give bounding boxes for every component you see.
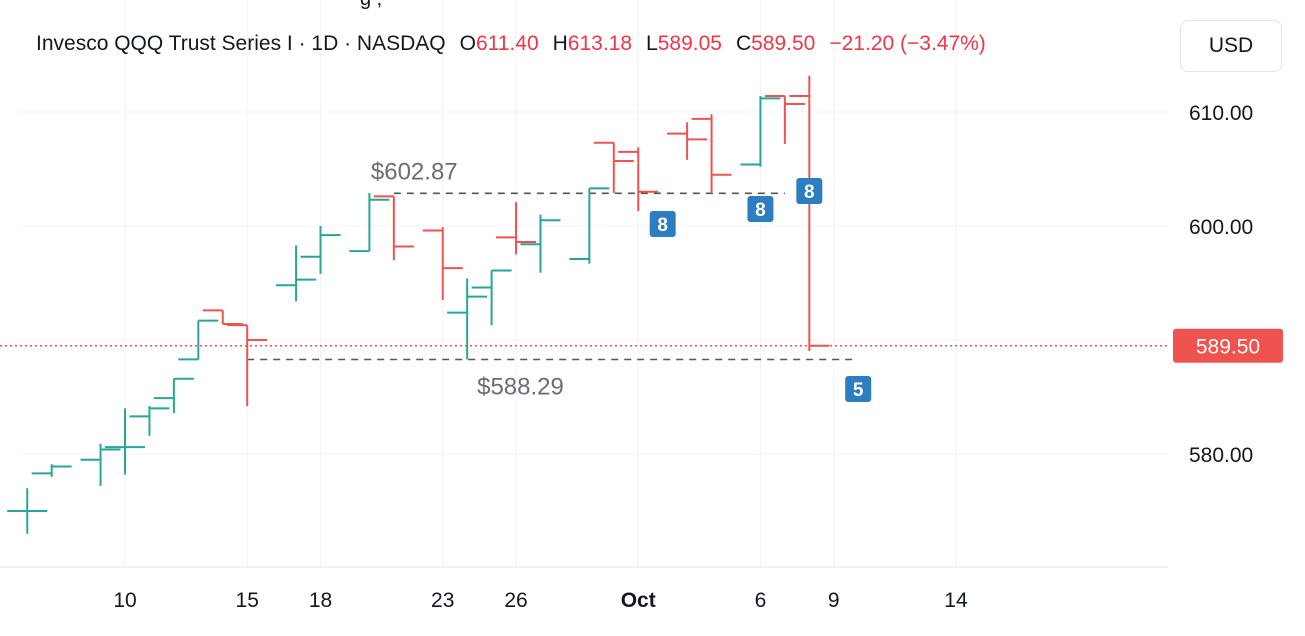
annotation-labels: $602.87 $588.29: [371, 158, 564, 400]
x-tick-label: 26: [504, 589, 527, 612]
badge-count: 8: [755, 200, 766, 221]
ohlc-bar: [471, 269, 512, 326]
ohlc-bar: [178, 319, 219, 361]
close-value: 589.50: [751, 32, 816, 55]
ohlc-bar: [740, 96, 781, 167]
x-tick-label: 14: [944, 589, 968, 612]
last-price-tag-bg: [1173, 328, 1283, 363]
ohlc-bar: [7, 488, 48, 534]
ohlc-bar: [202, 309, 243, 326]
x-tick-label: 18: [309, 589, 332, 612]
ohlc-bar: [789, 75, 830, 351]
badge-bg: [796, 178, 823, 204]
x-tick-label: 10: [113, 589, 136, 612]
ohlc-bar: [618, 147, 659, 212]
badge-bg: [649, 211, 676, 237]
cropped-header-text: g ,: [360, 0, 382, 11]
symbol-legend: Invesco QQQ Trust Series I · 1D · NASDAQ…: [36, 32, 986, 56]
ohlc-bar: [300, 226, 341, 274]
ohlc-bar: [105, 408, 145, 475]
y-tick-label: 600.00: [1189, 216, 1253, 239]
price-bars: [7, 75, 830, 534]
ohlc-bar: [667, 122, 708, 160]
ohlc-bar: [153, 377, 194, 413]
event-badge[interactable]: 5: [845, 376, 872, 402]
close-label: C589.50: [735, 32, 816, 55]
event-badge[interactable]: 8: [747, 196, 774, 222]
ohlc-bar: [764, 95, 805, 144]
event-badge[interactable]: 8: [796, 178, 823, 204]
badge-bg: [747, 196, 774, 222]
ohlc-bar: [422, 227, 463, 301]
ohlc-bar: [129, 406, 170, 436]
x-tick-label: 15: [236, 589, 259, 612]
x-tick-label: Oct: [621, 589, 656, 612]
ohlc-bar: [276, 245, 317, 302]
event-badges[interactable]: 8 8 8 5: [649, 178, 872, 402]
last-price-tag: 589.50: [1196, 336, 1260, 359]
x-tick-label: 23: [431, 589, 454, 612]
symbol-name: Invesco QQQ Trust Series I · 1D · NASDAQ: [36, 32, 446, 55]
y-tick-label: 580.00: [1189, 444, 1253, 467]
low-label: L589.05: [646, 32, 722, 55]
low-value: 589.05: [657, 32, 722, 55]
open-label: O611.40: [459, 32, 539, 55]
open-value: 611.40: [475, 32, 539, 55]
y-tick-label: 610.00: [1189, 102, 1253, 125]
high-price-label: $602.87: [371, 158, 458, 185]
last-price-line: 589.50: [0, 328, 1283, 363]
ohlc-bar: [373, 195, 414, 261]
ohlc-bar: [691, 114, 732, 193]
badge-count: 5: [853, 380, 864, 401]
axes: 10 15 18 23 26 Oct 6 9 14 580.00 600.00 610.00: [0, 102, 1253, 612]
high-value: 613.18: [567, 32, 633, 55]
ohlc-bar: [520, 214, 561, 273]
grid-lines: [20, 0, 1168, 567]
ohlc-bar: [447, 278, 488, 360]
badge-count: 8: [804, 182, 815, 203]
ohlc-bar: [227, 324, 268, 407]
low-price-label: $588.29: [477, 373, 564, 400]
ohlc-bar: [31, 464, 72, 477]
currency-button[interactable]: USD: [1180, 20, 1282, 72]
change-value: −21.20 (−3.47%): [829, 32, 986, 55]
high-label: H613.18: [552, 32, 633, 55]
badge-bg: [845, 376, 872, 402]
ohlc-bar: [349, 192, 390, 253]
event-badge[interactable]: 8: [649, 211, 676, 237]
ohlc-bar: [593, 141, 634, 193]
ohlc-bar: [496, 202, 537, 255]
x-tick-label: 6: [755, 589, 767, 612]
badge-count: 8: [657, 215, 668, 236]
ohlc-bar: [80, 443, 121, 486]
ohlc-bar: [569, 187, 610, 264]
x-tick-label: 9: [828, 589, 840, 612]
